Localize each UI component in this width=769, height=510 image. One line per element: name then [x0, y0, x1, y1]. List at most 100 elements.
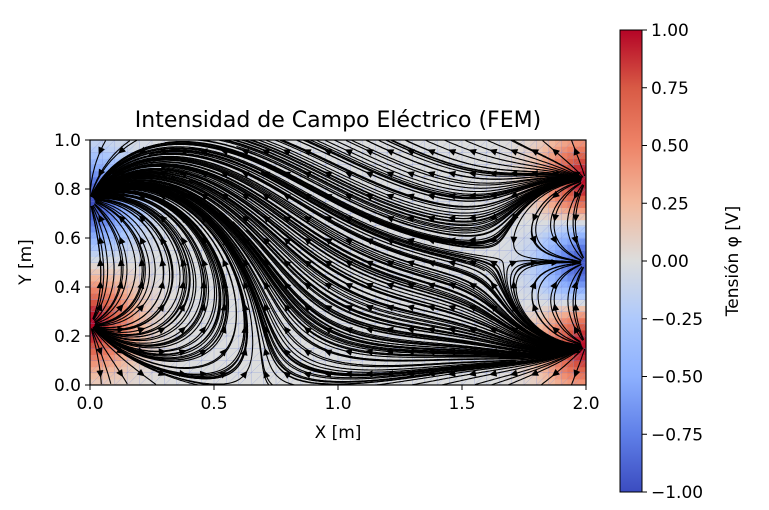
heatmap-cell — [350, 323, 358, 331]
heatmap-cell — [499, 158, 506, 166]
heatmap-cell — [145, 201, 153, 208]
heatmap-cell — [183, 293, 190, 300]
heatmap-cell — [431, 219, 438, 227]
streamline — [92, 190, 227, 361]
heatmap-cell — [431, 274, 438, 282]
streamline-arrow — [468, 282, 478, 290]
heatmap-cell — [375, 182, 382, 190]
heatmap-cell — [393, 152, 401, 159]
heatmap-cell — [579, 280, 586, 288]
heatmap-cell — [164, 311, 172, 319]
heatmap-cell — [102, 268, 110, 276]
heatmap-cell — [207, 299, 215, 306]
heatmap-cell — [331, 225, 339, 233]
streamline-arrow — [136, 303, 145, 312]
heatmap-cell — [121, 231, 128, 239]
heatmap-cell — [325, 152, 333, 159]
heatmap-cell — [90, 372, 97, 380]
heatmap-cell — [573, 140, 581, 147]
heatmap-cell — [96, 372, 103, 380]
heatmap-cell — [393, 366, 401, 374]
streamline-arrow — [468, 148, 477, 156]
heatmap-cell — [232, 366, 240, 374]
heatmap-cell — [579, 293, 586, 300]
heatmap-cell — [331, 305, 339, 313]
heatmap-cell — [90, 152, 97, 159]
heatmap-cell — [331, 189, 339, 196]
heatmap-cell — [375, 164, 382, 172]
heatmap-cell — [369, 329, 376, 337]
heatmap-cell — [189, 366, 196, 374]
heatmap-cell — [183, 336, 190, 343]
heatmap-cell — [381, 225, 389, 233]
heatmap-cell — [102, 293, 110, 300]
streamline-arrow — [98, 146, 105, 155]
heatmap-cell — [152, 336, 159, 343]
streamline-arrow — [242, 259, 250, 268]
heatmap-cell — [468, 342, 475, 349]
heatmap-cell — [170, 342, 178, 349]
heatmap-cell — [362, 207, 370, 215]
heatmap-cell — [189, 348, 196, 355]
heatmap-cell — [170, 256, 178, 264]
heatmap-cell — [133, 329, 141, 337]
heatmap-cell — [90, 225, 97, 233]
heatmap-cell — [189, 317, 196, 325]
heatmap-cell — [300, 342, 308, 349]
streamline — [542, 140, 584, 178]
heatmap-cell — [145, 256, 153, 264]
heatmap-cell — [121, 287, 128, 294]
heatmap-cell — [170, 293, 178, 300]
heatmap-cell — [108, 158, 116, 166]
heatmap-cell — [176, 287, 184, 294]
heatmap-cell — [127, 280, 134, 288]
heatmap-cell — [561, 140, 568, 147]
heatmap-cell — [331, 354, 339, 362]
heatmap-cell — [542, 219, 550, 227]
heatmap-cell — [369, 244, 376, 251]
heatmap-cell — [548, 189, 556, 196]
heatmap-cell — [127, 287, 134, 294]
heatmap-cell — [195, 293, 203, 300]
heatmap-cell — [207, 305, 215, 313]
heatmap-cell — [505, 372, 513, 380]
heatmap-cell — [344, 336, 351, 343]
heatmap-cell — [251, 366, 258, 374]
heatmap-cell — [263, 366, 271, 374]
heatmap-cell — [183, 262, 190, 270]
streamline-arrow — [510, 327, 519, 335]
heatmap-cell — [431, 299, 438, 306]
colorbar-tick-label: 0.00 — [651, 252, 689, 272]
heatmap-cell — [511, 323, 519, 331]
heatmap-cell — [344, 360, 351, 368]
heatmap-cell — [232, 329, 240, 337]
heatmap-cell — [114, 280, 122, 288]
heatmap-cell — [431, 378, 438, 385]
heatmap-cell — [176, 299, 184, 306]
streamline-arrow — [116, 280, 124, 290]
heatmap-cell — [573, 287, 581, 294]
heatmap-cell — [524, 305, 531, 313]
heatmap-cell — [257, 195, 265, 202]
colorbar — [619, 29, 643, 493]
heatmap-cell — [579, 342, 586, 349]
heatmap-cell — [108, 256, 116, 264]
heatmap-cell — [176, 152, 184, 159]
heatmap-cell — [517, 152, 525, 159]
heatmap-cell — [530, 225, 537, 233]
heatmap-cell — [474, 140, 482, 147]
heatmap-cell — [232, 268, 240, 276]
heatmap-cell — [381, 378, 389, 385]
heatmap-cell — [480, 140, 488, 147]
heatmap-cell — [145, 250, 153, 257]
heatmap-cell — [400, 170, 407, 178]
heatmap-cell — [338, 293, 345, 300]
heatmap-cell — [362, 299, 370, 306]
heatmap-cell — [524, 287, 531, 294]
heatmap-cell — [449, 207, 457, 215]
streamline — [95, 182, 582, 358]
heatmap-cell — [356, 158, 364, 166]
heatmap-cell — [170, 152, 178, 159]
heatmap-cell — [90, 354, 97, 362]
heatmap-cell — [331, 140, 339, 147]
